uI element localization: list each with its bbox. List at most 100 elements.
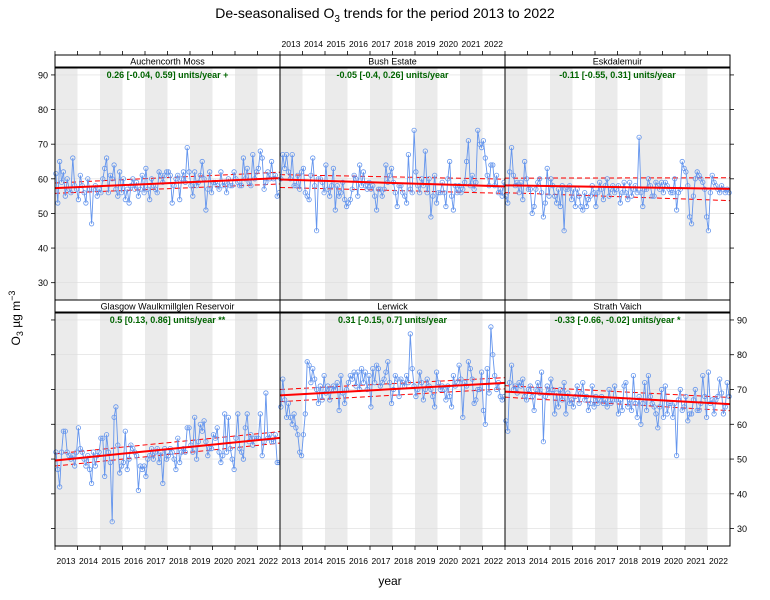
data-point bbox=[169, 449, 175, 455]
data-point bbox=[175, 435, 181, 441]
data-point bbox=[673, 452, 680, 459]
y-tick-label: 70 bbox=[737, 385, 747, 395]
data-point bbox=[433, 200, 440, 206]
data-point bbox=[313, 228, 320, 234]
x-tick-label: 2016 bbox=[124, 556, 143, 566]
data-point bbox=[182, 449, 188, 455]
data-point bbox=[287, 414, 293, 420]
data-point bbox=[655, 425, 661, 431]
data-point bbox=[561, 228, 567, 234]
data-point bbox=[227, 445, 233, 452]
data-point bbox=[422, 148, 428, 154]
data-point bbox=[370, 183, 376, 189]
data-point bbox=[209, 445, 215, 452]
panel-strip-label: Bush Estate bbox=[368, 57, 417, 67]
data-point bbox=[345, 379, 351, 386]
data-point bbox=[441, 190, 447, 196]
series-line bbox=[55, 147, 280, 224]
data-point bbox=[74, 449, 80, 455]
data-point bbox=[186, 425, 192, 431]
data-point bbox=[574, 383, 580, 389]
data-point bbox=[488, 162, 494, 168]
data-point bbox=[293, 183, 299, 189]
data-point bbox=[355, 369, 361, 375]
data-point bbox=[105, 190, 112, 196]
data-point bbox=[75, 197, 82, 203]
x-tick-label: 2015 bbox=[327, 39, 346, 49]
data-point bbox=[126, 456, 132, 462]
data-point bbox=[715, 393, 721, 400]
trend-line bbox=[504, 184, 731, 190]
x-tick-label: 2018 bbox=[394, 556, 413, 566]
data-point bbox=[227, 183, 233, 189]
y-axis-title: O3 µg m−3 bbox=[7, 291, 25, 346]
trend-annotation: 0.26 [-0.04, 0.59] units/year + bbox=[107, 70, 229, 80]
data-point bbox=[516, 190, 522, 196]
data-point bbox=[717, 190, 723, 196]
data-point bbox=[484, 172, 490, 178]
data-point bbox=[239, 449, 245, 455]
y-tick-label: 80 bbox=[737, 350, 747, 360]
year-band bbox=[370, 313, 393, 546]
data-point bbox=[512, 383, 518, 389]
data-point bbox=[102, 165, 108, 171]
data-point bbox=[244, 165, 250, 171]
data-point bbox=[188, 183, 194, 189]
data-point bbox=[670, 190, 676, 196]
data-point bbox=[205, 452, 211, 459]
data-point bbox=[360, 169, 366, 175]
x-tick-label: 2017 bbox=[597, 556, 616, 566]
data-point bbox=[640, 203, 646, 210]
data-point bbox=[257, 411, 263, 417]
data-point bbox=[240, 155, 246, 161]
data-point bbox=[533, 186, 539, 192]
data-point bbox=[195, 439, 201, 445]
data-point bbox=[705, 369, 712, 375]
data-point bbox=[604, 176, 610, 182]
data-point bbox=[387, 172, 393, 178]
data-point bbox=[109, 176, 115, 182]
data-point bbox=[186, 169, 192, 175]
data-point bbox=[640, 400, 646, 406]
data-point bbox=[89, 221, 95, 227]
data-point bbox=[199, 428, 205, 434]
data-point bbox=[726, 393, 732, 400]
data-point bbox=[285, 400, 291, 406]
data-point bbox=[612, 383, 618, 389]
data-point bbox=[358, 183, 365, 189]
year-band bbox=[280, 313, 303, 546]
data-point bbox=[203, 207, 209, 213]
data-point bbox=[312, 183, 318, 189]
data-point bbox=[302, 411, 308, 417]
data-point bbox=[630, 372, 637, 379]
data-point bbox=[205, 186, 211, 192]
year-band bbox=[505, 313, 528, 546]
data-point bbox=[477, 386, 483, 393]
data-point bbox=[373, 207, 380, 213]
year-band bbox=[280, 68, 303, 300]
data-point bbox=[283, 414, 290, 420]
trend-ci-line bbox=[54, 431, 281, 455]
y-tick-label: 60 bbox=[737, 420, 747, 430]
data-point bbox=[443, 397, 449, 403]
data-point bbox=[377, 186, 383, 192]
y-tick-label: 40 bbox=[737, 489, 747, 499]
data-point bbox=[306, 197, 312, 203]
data-point bbox=[132, 186, 138, 192]
data-point bbox=[670, 414, 676, 420]
data-point bbox=[167, 172, 173, 178]
data-point bbox=[319, 397, 325, 403]
data-point bbox=[687, 214, 693, 220]
data-point bbox=[443, 203, 449, 210]
data-point bbox=[672, 176, 678, 182]
x-tick-label: 2016 bbox=[349, 39, 368, 49]
data-point bbox=[687, 411, 693, 417]
x-tick-label: 2014 bbox=[79, 556, 98, 566]
data-point bbox=[209, 190, 215, 196]
data-point bbox=[310, 155, 316, 161]
x-tick-label: 2019 bbox=[417, 556, 436, 566]
data-point bbox=[55, 466, 61, 473]
data-point bbox=[321, 190, 327, 196]
x-tick-label: 2015 bbox=[552, 556, 571, 566]
data-point bbox=[334, 379, 340, 386]
